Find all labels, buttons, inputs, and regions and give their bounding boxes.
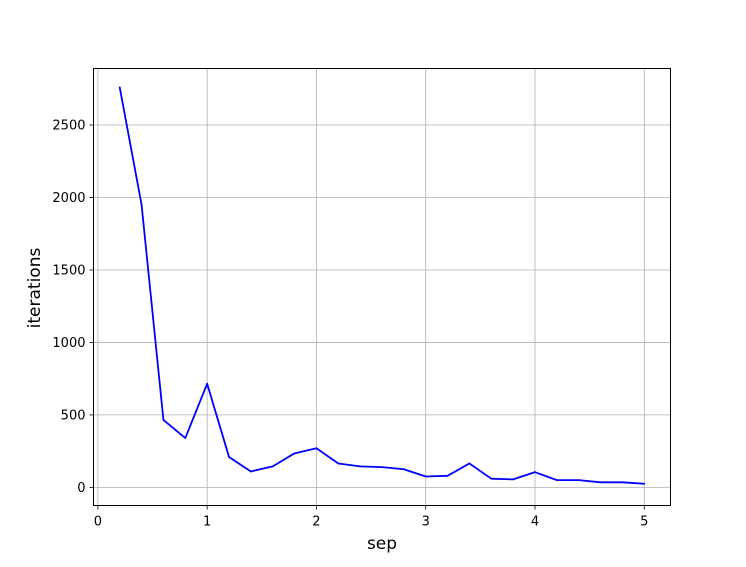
data-point (162, 419, 165, 421)
data-point (424, 475, 427, 478)
y-tick-label: 2500 (52, 119, 85, 134)
series-layer (118, 86, 646, 485)
data-point (621, 481, 624, 484)
x-tick-label: 3 (422, 515, 430, 530)
data-point (402, 468, 405, 471)
data-point (555, 479, 558, 482)
data-point (359, 465, 362, 468)
y-tick-label: 2000 (52, 191, 85, 206)
data-point (228, 456, 230, 458)
data-point (512, 478, 515, 481)
data-point (271, 465, 274, 468)
plot-frame (93, 68, 671, 506)
data-point (468, 462, 471, 465)
y-tick-label: 1500 (52, 263, 85, 278)
y-axis-title: iterations (25, 248, 45, 329)
data-point (490, 477, 493, 480)
data-point (446, 474, 449, 477)
y-tick-label: 0 (77, 481, 85, 496)
grid-lines (93, 68, 671, 506)
data-point (315, 447, 318, 450)
x-tick-label: 0 (94, 515, 102, 530)
data-point (599, 481, 602, 484)
x-tick-label: 4 (531, 515, 539, 530)
x-tick-label: 1 (203, 515, 211, 530)
data-point (293, 452, 296, 455)
x-tick-label: 2 (312, 515, 320, 530)
data-point (643, 482, 646, 485)
y-axis-ticks: 0 500 1000 1500 2000 2500 (52, 119, 94, 496)
data-point (118, 86, 121, 89)
data-point (184, 437, 187, 440)
data-point (577, 479, 580, 482)
data-point (381, 466, 383, 468)
y-tick-label: 1000 (52, 336, 85, 351)
y-tick-label: 500 (61, 408, 86, 423)
data-point (140, 203, 143, 206)
data-point (206, 382, 209, 385)
plot-area-background (93, 68, 671, 506)
data-point (249, 470, 252, 473)
data-point (534, 471, 536, 474)
x-tick-label: 5 (640, 515, 648, 530)
x-axis-ticks: 0 1 2 3 4 5 (94, 505, 648, 530)
data-point (337, 462, 340, 465)
x-axis-title: sep (367, 534, 397, 554)
